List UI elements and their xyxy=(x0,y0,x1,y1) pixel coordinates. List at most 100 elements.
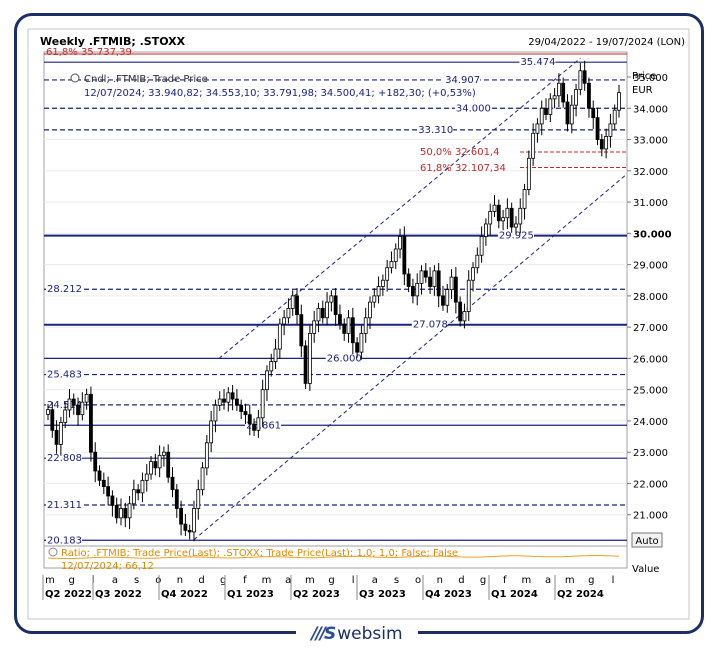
candle-down xyxy=(599,139,604,150)
level-label-bg xyxy=(417,122,454,135)
candle-up xyxy=(552,95,557,100)
ratio-toggle-icon[interactable] xyxy=(48,547,58,557)
ratio-last-value: 12/07/2024; 66,12 xyxy=(61,561,154,572)
candle-up xyxy=(368,301,372,319)
level-label-bg xyxy=(46,282,82,295)
candle-up xyxy=(479,236,484,256)
candle-up xyxy=(329,295,334,303)
candle-up xyxy=(200,467,205,491)
candle-up xyxy=(363,317,368,334)
candle-down xyxy=(235,398,239,406)
candle-up xyxy=(449,276,454,291)
candle-up xyxy=(127,503,132,519)
candle-up xyxy=(67,398,72,411)
candle-up xyxy=(260,389,265,419)
quarter-label: Q2 2024 xyxy=(557,589,604,600)
candle-down xyxy=(544,107,548,115)
candle-up xyxy=(307,332,312,384)
level-label: 21.311 xyxy=(47,500,82,511)
month-label: l xyxy=(612,575,615,586)
month-label: m xyxy=(45,575,55,586)
candle-down xyxy=(89,393,93,453)
month-label: s xyxy=(134,575,139,586)
candle-up xyxy=(514,223,518,228)
month-label: a xyxy=(285,575,291,586)
y-tick-label: 29.000 xyxy=(633,261,668,272)
y-tick-label: 26.000 xyxy=(633,354,668,365)
candle-up xyxy=(162,451,166,456)
level-label: 20.183 xyxy=(47,535,82,546)
candle-up xyxy=(471,267,475,281)
legend-block: Cndl; .FTMIB; Trade Price 12/07/2024; 33… xyxy=(70,73,476,99)
month-label: s xyxy=(394,575,399,586)
month-label: d xyxy=(198,575,204,586)
auto-scale-button[interactable] xyxy=(631,532,663,548)
candle-down xyxy=(320,307,325,319)
candle-up xyxy=(58,422,63,445)
candle-down xyxy=(222,398,226,403)
candle-up xyxy=(501,217,505,222)
channel-lower-line xyxy=(193,173,628,541)
candle-up xyxy=(213,404,218,422)
brand-name: websim xyxy=(337,624,403,644)
candle-up xyxy=(273,348,278,362)
candle-up xyxy=(359,332,364,353)
level-label-bg xyxy=(519,55,556,68)
candle-down xyxy=(565,101,570,125)
candle-down xyxy=(101,479,106,487)
candle-down xyxy=(187,529,192,533)
candle-up xyxy=(569,104,574,125)
y-tick-label: 27.000 xyxy=(633,323,668,334)
quarter-label: Q1 2023 xyxy=(227,589,274,600)
candle-up xyxy=(505,207,510,219)
candle-up xyxy=(63,409,68,423)
y-tick-label: 35.000 xyxy=(633,73,668,84)
y-axis-title-price: Price xyxy=(632,71,656,82)
candle-up xyxy=(84,393,89,403)
candle-down xyxy=(170,476,175,491)
y-tick-label: 22.000 xyxy=(633,479,668,490)
candle-up xyxy=(157,454,162,469)
candlestick-series xyxy=(46,60,621,542)
candle-up xyxy=(415,282,420,297)
candle-up xyxy=(209,420,214,444)
level-label: 29.925 xyxy=(499,231,534,242)
y-tick-label: 23.000 xyxy=(633,448,668,459)
candle-up xyxy=(372,295,377,303)
candle-up xyxy=(522,189,527,209)
candle-down xyxy=(136,489,141,494)
candle-up xyxy=(149,461,153,475)
candle-down xyxy=(350,317,355,344)
month-label: a xyxy=(545,575,551,586)
candle-down xyxy=(123,508,128,519)
month-label: f xyxy=(503,575,507,586)
month-label: m xyxy=(305,575,315,586)
candle-up xyxy=(144,473,149,481)
candle-up xyxy=(475,254,480,269)
y-tick-label: 25.000 xyxy=(633,386,668,397)
month-label: m xyxy=(565,575,575,586)
level-label: 24.514 xyxy=(47,400,82,411)
month-label: o xyxy=(155,575,161,586)
month-label: l xyxy=(352,575,355,586)
candle-up xyxy=(548,98,553,115)
candle-up xyxy=(419,270,424,284)
quarter-label: Q4 2023 xyxy=(425,589,472,600)
month-axis: mglasondgfmamglasondgfmamgl xyxy=(45,575,614,586)
legend-toggle-icon[interactable] xyxy=(70,73,80,83)
last-bar-values: 12/07/2024; 33.940,82; 34.553,10; 33.791… xyxy=(84,88,476,99)
candle-up xyxy=(376,286,381,297)
candle-up xyxy=(484,223,488,237)
candle-down xyxy=(114,504,119,519)
candle-down xyxy=(243,411,248,416)
candle-down xyxy=(166,451,171,478)
level-label-bg xyxy=(46,451,82,464)
candle-up xyxy=(380,279,385,287)
candle-down xyxy=(338,314,342,325)
month-label: g xyxy=(480,575,486,586)
candle-down xyxy=(423,270,428,278)
candle-up xyxy=(518,207,523,225)
candle-up xyxy=(389,261,394,269)
month-label: d xyxy=(458,575,464,586)
candle-up xyxy=(612,109,617,125)
